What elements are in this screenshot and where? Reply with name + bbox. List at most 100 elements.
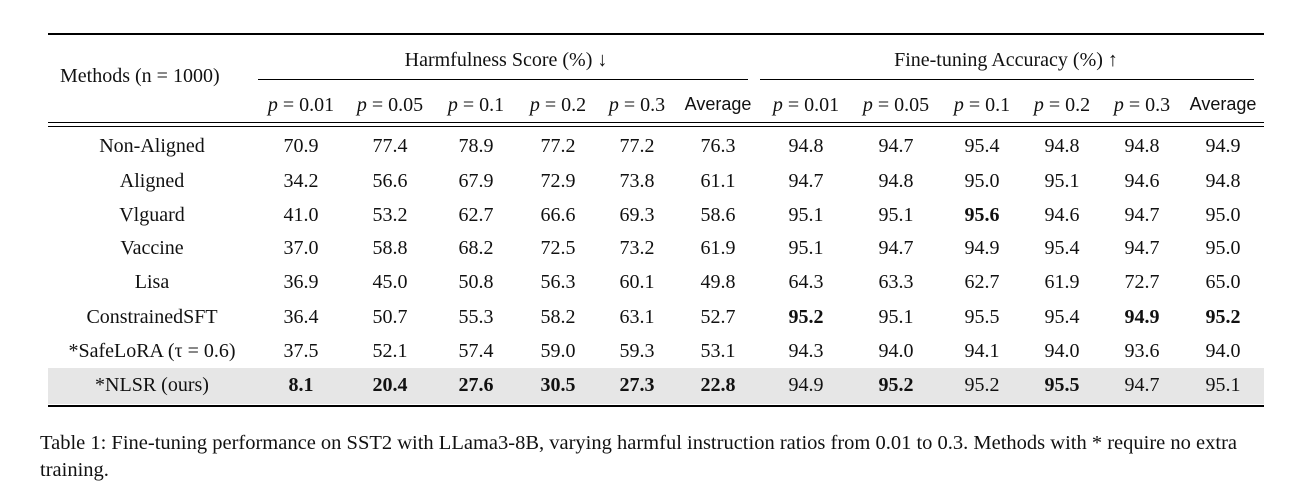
column-header-4: p = 0.3 xyxy=(608,94,666,116)
table-cell: 95.5 xyxy=(964,306,1000,328)
column-header-9: p = 0.2 xyxy=(1033,94,1091,116)
table-cell: 94.8 xyxy=(1124,135,1160,157)
table-cell: 73.8 xyxy=(619,170,655,192)
column-header-1: p = 0.05 xyxy=(356,94,424,116)
table-cell: 94.8 xyxy=(878,170,914,192)
table-cell: 72.7 xyxy=(1124,271,1160,293)
table-cell: 68.2 xyxy=(458,237,494,259)
table-cell: 93.6 xyxy=(1124,340,1160,362)
table-cell: 58.8 xyxy=(372,237,408,259)
highlight-row-background xyxy=(48,368,1264,404)
table-cell: 95.1 xyxy=(788,237,824,259)
table-cell: 36.9 xyxy=(283,271,319,293)
table-cell: 63.3 xyxy=(878,271,914,293)
table-cell: 36.4 xyxy=(283,306,319,328)
column-header-0: p = 0.01 xyxy=(267,94,335,116)
table-cell: 57.4 xyxy=(458,340,494,362)
row-method: ConstrainedSFT xyxy=(86,306,218,328)
methods-header-label: Methods xyxy=(60,65,130,87)
table-cell: 34.2 xyxy=(283,170,319,192)
up-arrow-icon: ↑ xyxy=(1107,49,1118,71)
table-cell: 8.1 xyxy=(288,374,314,396)
table-cell: 94.9 xyxy=(1205,135,1241,157)
table-cell: 41.0 xyxy=(283,204,319,226)
table-cell: 62.7 xyxy=(964,271,1000,293)
table-cell: 50.8 xyxy=(458,271,494,293)
table-cell: 64.3 xyxy=(788,271,824,293)
table-cell: 95.2 xyxy=(878,374,914,396)
table-cell: 94.8 xyxy=(1205,170,1241,192)
column-header-6: p = 0.01 xyxy=(772,94,840,116)
table-cell: 53.1 xyxy=(700,340,736,362)
table-cell: 95.0 xyxy=(964,170,1000,192)
table-cell: 27.6 xyxy=(458,374,494,396)
table-cell: 95.1 xyxy=(878,306,914,328)
row-method: Vlguard xyxy=(119,204,185,226)
table-cell: 94.7 xyxy=(878,135,914,157)
column-header-3: p = 0.2 xyxy=(529,94,587,116)
table-cell: 94.0 xyxy=(1205,340,1241,362)
table-cell: 94.8 xyxy=(1044,135,1080,157)
table-cell: 94.7 xyxy=(878,237,914,259)
table-cell: 94.7 xyxy=(1124,237,1160,259)
table-cell: 72.5 xyxy=(540,237,576,259)
table-cell: 37.5 xyxy=(283,340,319,362)
methods-header: Methods (n = 1000) xyxy=(60,66,220,86)
table-cell: 95.1 xyxy=(788,204,824,226)
table-cell: 77.4 xyxy=(372,135,408,157)
table-cell: 61.9 xyxy=(700,237,736,259)
table-cell: 69.3 xyxy=(619,204,655,226)
table-cell: 95.2 xyxy=(788,306,824,328)
column-header-11: Average xyxy=(1189,94,1257,114)
table-cell: 94.9 xyxy=(1124,306,1160,328)
row-method: Aligned xyxy=(119,170,185,192)
table-cell: 45.0 xyxy=(372,271,408,293)
column-header-7: p = 0.05 xyxy=(862,94,930,116)
header-double-rule-2 xyxy=(48,126,1264,127)
table-cell: 94.7 xyxy=(1124,204,1160,226)
table-cell: 94.7 xyxy=(1124,374,1160,396)
table-cell: 95.4 xyxy=(1044,237,1080,259)
table-cell: 94.0 xyxy=(1044,340,1080,362)
table-cell: 73.2 xyxy=(619,237,655,259)
table-cell: 66.6 xyxy=(540,204,576,226)
table-cell: 67.9 xyxy=(458,170,494,192)
row-method: Vaccine xyxy=(120,237,184,259)
table-cell: 56.6 xyxy=(372,170,408,192)
table-cell: 95.1 xyxy=(1205,374,1241,396)
table-cell: 58.2 xyxy=(540,306,576,328)
table-cell: 95.1 xyxy=(1044,170,1080,192)
down-arrow-icon: ↓ xyxy=(597,49,608,71)
harm-group-underline xyxy=(258,79,748,80)
acc-group-header: Fine-tuning Accuracy (%) ↑ xyxy=(894,50,1118,70)
table-cell: 55.3 xyxy=(458,306,494,328)
table-cell: 37.0 xyxy=(283,237,319,259)
table-cell: 61.1 xyxy=(700,170,736,192)
table-cell: 95.5 xyxy=(1044,374,1080,396)
table-cell: 94.6 xyxy=(1124,170,1160,192)
column-header-5: Average xyxy=(684,94,752,114)
table-cell: 52.1 xyxy=(372,340,408,362)
row-method: Non-Aligned xyxy=(99,135,205,157)
table-cell: 63.1 xyxy=(619,306,655,328)
table-cell: 95.2 xyxy=(964,374,1000,396)
table-cell: 53.2 xyxy=(372,204,408,226)
table-cell: 78.9 xyxy=(458,135,494,157)
header-double-rule-1 xyxy=(48,122,1264,123)
table-cell: 95.0 xyxy=(1205,237,1241,259)
table-cell: 95.0 xyxy=(1205,204,1241,226)
table-cell: 95.4 xyxy=(964,135,1000,157)
table-cell: 61.9 xyxy=(1044,271,1080,293)
table-cell: 95.2 xyxy=(1205,306,1241,328)
top-rule xyxy=(48,33,1264,35)
table-cell: 94.1 xyxy=(964,340,1000,362)
harm-group-header: Harmfulness Score (%) ↓ xyxy=(405,50,608,70)
row-method: *NLSR (ours) xyxy=(95,374,209,396)
table-cell: 95.4 xyxy=(1044,306,1080,328)
table-cell: 59.0 xyxy=(540,340,576,362)
table-cell: 72.9 xyxy=(540,170,576,192)
column-header-8: p = 0.1 xyxy=(953,94,1011,116)
methods-header-n: (n = 1000) xyxy=(135,65,220,87)
column-header-2: p = 0.1 xyxy=(447,94,505,116)
table-cell: 56.3 xyxy=(540,271,576,293)
